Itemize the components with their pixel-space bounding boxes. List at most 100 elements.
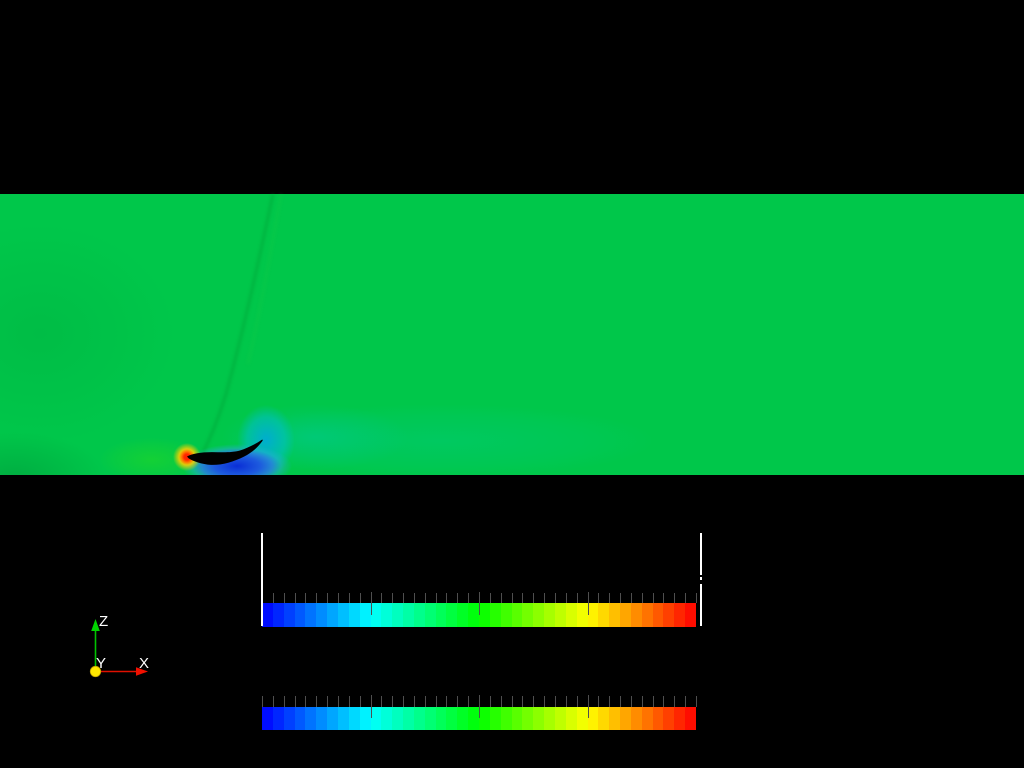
legend-minor-tick	[565, 696, 567, 707]
legend-minor-tick	[446, 593, 448, 603]
legend-minor-tick	[630, 593, 632, 603]
legend-color-segment	[435, 707, 447, 730]
legend-major-tick	[587, 592, 589, 615]
legend-color-segment	[468, 707, 480, 730]
legend-minor-tick	[554, 696, 556, 707]
legend-color-segment	[327, 707, 339, 730]
legend-minor-tick	[337, 696, 339, 707]
legend-minor-tick	[696, 593, 697, 603]
legend-minor-tick	[630, 696, 632, 707]
legend-minor-tick	[489, 696, 491, 707]
legend-minor-tick	[316, 593, 318, 603]
legend-color-segment	[316, 603, 328, 627]
legend-color-segment	[522, 603, 534, 627]
legend-minor-tick	[392, 696, 394, 707]
legend-color-segment	[587, 603, 599, 627]
legend-range-marker	[261, 533, 263, 626]
legend-color-segment	[685, 707, 697, 730]
legend-minor-tick	[435, 696, 437, 707]
legend-color-segment	[544, 603, 556, 627]
legend-color-segment	[348, 707, 361, 730]
legend-minor-tick	[598, 696, 600, 707]
legend-minor-tick	[576, 696, 578, 707]
legend-color-segment	[652, 707, 664, 730]
legend-color-segment	[674, 603, 686, 627]
legend-minor-tick	[381, 593, 383, 603]
legend-color-segment	[446, 707, 458, 730]
legend-color-segment	[598, 603, 610, 627]
legend-minor-tick	[305, 696, 307, 707]
legend-minor-tick	[446, 696, 448, 707]
legend-color-segment	[479, 707, 491, 730]
legend-major-tick	[479, 695, 480, 718]
legend-color-segment	[381, 603, 393, 627]
legend-minor-tick	[674, 696, 676, 707]
legend-minor-tick	[500, 593, 502, 603]
legend-color-segment	[500, 707, 513, 730]
legend-minor-tick	[413, 593, 415, 603]
legend-color-segment	[609, 707, 621, 730]
legend-minor-tick	[424, 593, 426, 603]
legend-minor-tick	[565, 593, 567, 603]
legend-color-segment	[522, 707, 534, 730]
x-axis-arrowhead-icon	[136, 667, 148, 676]
legend-color-segment	[533, 707, 545, 730]
legend-color-segment	[272, 707, 285, 730]
legend-color-segment	[348, 603, 361, 627]
legend-color-segment	[294, 707, 306, 730]
legend-minor-tick	[468, 593, 470, 603]
legend-minor-tick	[696, 696, 697, 707]
legend-color-segment	[457, 603, 469, 627]
legend-minor-tick	[457, 593, 459, 603]
legend-major-tick	[587, 695, 589, 718]
legend-minor-tick	[663, 696, 665, 707]
legend-minor-tick	[620, 593, 622, 603]
legend-minor-tick	[294, 593, 296, 603]
legend-minor-tick	[576, 593, 578, 603]
z-axis-label: Z	[99, 613, 109, 630]
legend-major-tick	[370, 695, 372, 718]
legend-color-segment	[544, 707, 556, 730]
legend-color-segment	[620, 707, 632, 730]
legend-major-tick	[370, 592, 372, 615]
legend-minor-tick	[272, 593, 274, 603]
legend-minor-tick	[609, 593, 611, 603]
legend-color-segment	[305, 603, 317, 627]
legend-color-segment	[576, 603, 588, 627]
legend-color-segment	[294, 603, 306, 627]
legend-color-segment	[500, 603, 513, 627]
legend-color-segment	[620, 603, 632, 627]
legend-color-segment	[609, 603, 621, 627]
legend-minor-tick	[327, 593, 329, 603]
legend-color-segment	[598, 707, 610, 730]
legend-minor-tick	[283, 696, 285, 707]
legend-color-segment	[641, 707, 654, 730]
x-axis-label: X	[139, 655, 150, 672]
legend-color-segment	[381, 707, 393, 730]
orientation-axes-widget	[89, 619, 148, 678]
legend-color-segment	[533, 603, 545, 627]
legend-color-segment	[283, 707, 296, 730]
legend-color-segment	[359, 707, 371, 730]
legend-color-segment	[468, 603, 480, 627]
legend-color-segment	[489, 707, 502, 730]
legend-minor-tick	[663, 593, 665, 603]
y-axis-label: Y	[96, 655, 107, 672]
legend-color-segment	[370, 603, 382, 627]
legend-minor-tick	[685, 593, 687, 603]
legend-color-segment	[674, 707, 686, 730]
legend-minor-tick	[457, 696, 459, 707]
legend-minor-tick	[652, 593, 654, 603]
legend-color-segment	[446, 603, 458, 627]
legend-color-segment	[565, 603, 578, 627]
legend-minor-tick	[609, 696, 611, 707]
legend-color-segment	[587, 707, 599, 730]
legend-color-segment	[262, 603, 274, 627]
legend-color-segment	[489, 603, 502, 627]
legend-minor-tick	[403, 593, 405, 603]
legend-color-segment	[663, 707, 675, 730]
legend-minor-tick	[413, 696, 415, 707]
